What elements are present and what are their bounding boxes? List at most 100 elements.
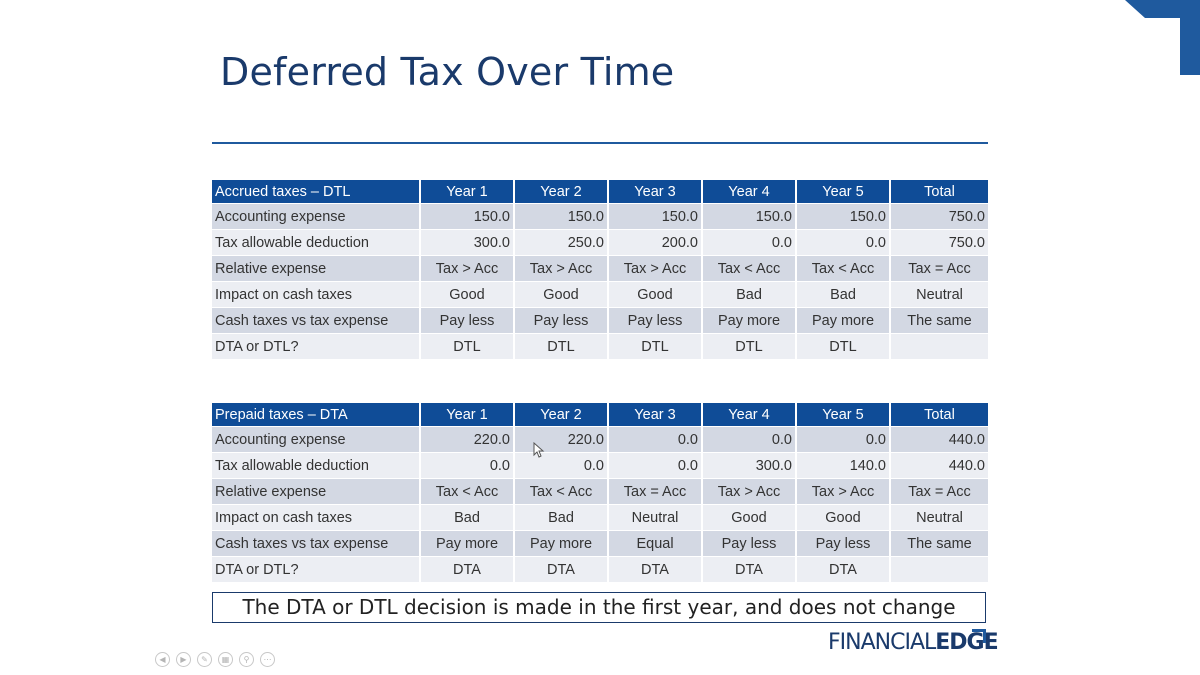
table-cell: Pay more — [703, 307, 797, 333]
table-cell: Equal — [609, 530, 703, 556]
row-label: Tax allowable deduction — [212, 229, 421, 255]
key-takeaway-text: The DTA or DTL decision is made in the f… — [242, 595, 956, 619]
table-cell: Tax < Acc — [703, 255, 797, 281]
table-cell: Neutral — [609, 504, 703, 530]
table-cell: Pay more — [515, 530, 609, 556]
table-header-row: Accrued taxes – DTL Year 1 Year 2 Year 3… — [212, 180, 988, 203]
next-icon[interactable]: ▶ — [176, 652, 191, 667]
mouse-cursor-icon — [533, 442, 545, 458]
table-cell: Tax < Acc — [797, 255, 891, 281]
table-cell: 250.0 — [515, 229, 609, 255]
previous-icon[interactable]: ◀ — [155, 652, 170, 667]
table-cell: Good — [609, 281, 703, 307]
table-cell: Bad — [797, 281, 891, 307]
table-row: Impact on cash taxes Bad Bad Neutral Goo… — [212, 504, 988, 530]
column-header: Total — [891, 403, 988, 426]
zoom-icon[interactable]: ⚲ — [239, 652, 254, 667]
column-header: Year 5 — [797, 403, 891, 426]
table-cell: Bad — [515, 504, 609, 530]
table-cell: Good — [515, 281, 609, 307]
column-header: Year 2 — [515, 403, 609, 426]
column-header: Year 3 — [609, 180, 703, 203]
table-cell: Neutral — [891, 281, 988, 307]
table-cell: DTA — [515, 556, 609, 582]
table-header-row: Prepaid taxes – DTA Year 1 Year 2 Year 3… — [212, 403, 988, 426]
column-header: Year 1 — [421, 180, 515, 203]
row-label: Accounting expense — [212, 426, 421, 452]
table-title: Accrued taxes – DTL — [212, 180, 421, 203]
column-header: Year 1 — [421, 403, 515, 426]
dtl-table: Accrued taxes – DTL Year 1 Year 2 Year 3… — [212, 180, 988, 359]
table-cell: DTL — [797, 333, 891, 359]
table-cell: DTA — [797, 556, 891, 582]
table-row: Cash taxes vs tax expense Pay less Pay l… — [212, 307, 988, 333]
row-label: Tax allowable deduction — [212, 452, 421, 478]
table-cell: The same — [891, 307, 988, 333]
slideshow-controls: ◀ ▶ ✎ ▦ ⚲ ⋯ — [155, 652, 275, 667]
column-header: Year 3 — [609, 403, 703, 426]
table-cell: 150.0 — [515, 203, 609, 229]
table-cell: Tax < Acc — [421, 478, 515, 504]
table-cell: Good — [421, 281, 515, 307]
table-cell: Pay less — [797, 530, 891, 556]
brand-logo: FINANCIALEDGE — [828, 630, 999, 655]
column-header: Year 4 — [703, 403, 797, 426]
table-row: DTA or DTL? DTL DTL DTL DTL DTL — [212, 333, 988, 359]
table-cell: 140.0 — [797, 452, 891, 478]
table-cell: Tax = Acc — [891, 255, 988, 281]
table-row: Accounting expense 220.0 220.0 0.0 0.0 0… — [212, 426, 988, 452]
row-label: Accounting expense — [212, 203, 421, 229]
slide-title: Deferred Tax Over Time — [220, 50, 675, 94]
table-cell: Tax = Acc — [891, 478, 988, 504]
row-label: DTA or DTL? — [212, 556, 421, 582]
slides-icon[interactable]: ▦ — [218, 652, 233, 667]
table-cell: Tax = Acc — [609, 478, 703, 504]
column-header: Year 4 — [703, 180, 797, 203]
table-cell: Tax > Acc — [421, 255, 515, 281]
table-cell: Neutral — [891, 504, 988, 530]
row-label: Relative expense — [212, 255, 421, 281]
table-row: Accounting expense 150.0 150.0 150.0 150… — [212, 203, 988, 229]
table-cell: 0.0 — [703, 229, 797, 255]
table-row: Relative expense Tax < Acc Tax < Acc Tax… — [212, 478, 988, 504]
column-header: Total — [891, 180, 988, 203]
table-cell: Bad — [703, 281, 797, 307]
table-cell: Pay less — [609, 307, 703, 333]
column-header: Year 2 — [515, 180, 609, 203]
table-cell: Tax > Acc — [703, 478, 797, 504]
more-icon[interactable]: ⋯ — [260, 652, 275, 667]
table-cell: 150.0 — [703, 203, 797, 229]
table-cell: 300.0 — [421, 229, 515, 255]
logo-mark-icon — [972, 629, 986, 643]
table-cell: The same — [891, 530, 988, 556]
row-label: DTA or DTL? — [212, 333, 421, 359]
table-cell: 0.0 — [421, 452, 515, 478]
row-label: Relative expense — [212, 478, 421, 504]
pen-icon[interactable]: ✎ — [197, 652, 212, 667]
dta-table: Prepaid taxes – DTA Year 1 Year 2 Year 3… — [212, 403, 988, 582]
table-cell: 440.0 — [891, 426, 988, 452]
table-cell: DTA — [703, 556, 797, 582]
table-cell: 750.0 — [891, 229, 988, 255]
table-cell: Pay more — [797, 307, 891, 333]
table-cell: Tax < Acc — [515, 478, 609, 504]
key-takeaway-box: The DTA or DTL decision is made in the f… — [212, 592, 986, 623]
table-cell: 0.0 — [797, 229, 891, 255]
logo-text-edge: EDGE — [935, 630, 998, 655]
table-cell: Pay less — [515, 307, 609, 333]
table-row: Cash taxes vs tax expense Pay more Pay m… — [212, 530, 988, 556]
table-cell: 0.0 — [609, 426, 703, 452]
table-title: Prepaid taxes – DTA — [212, 403, 421, 426]
table-row: Tax allowable deduction 300.0 250.0 200.… — [212, 229, 988, 255]
table-cell: 0.0 — [703, 426, 797, 452]
table-cell: Pay less — [421, 307, 515, 333]
table-cell: 0.0 — [797, 426, 891, 452]
table-cell: Pay more — [421, 530, 515, 556]
row-label: Impact on cash taxes — [212, 504, 421, 530]
table-cell: Tax > Acc — [609, 255, 703, 281]
table-cell: DTL — [515, 333, 609, 359]
table-cell: DTA — [421, 556, 515, 582]
table-cell — [891, 333, 988, 359]
table-cell: 0.0 — [515, 452, 609, 478]
table-cell: Good — [703, 504, 797, 530]
